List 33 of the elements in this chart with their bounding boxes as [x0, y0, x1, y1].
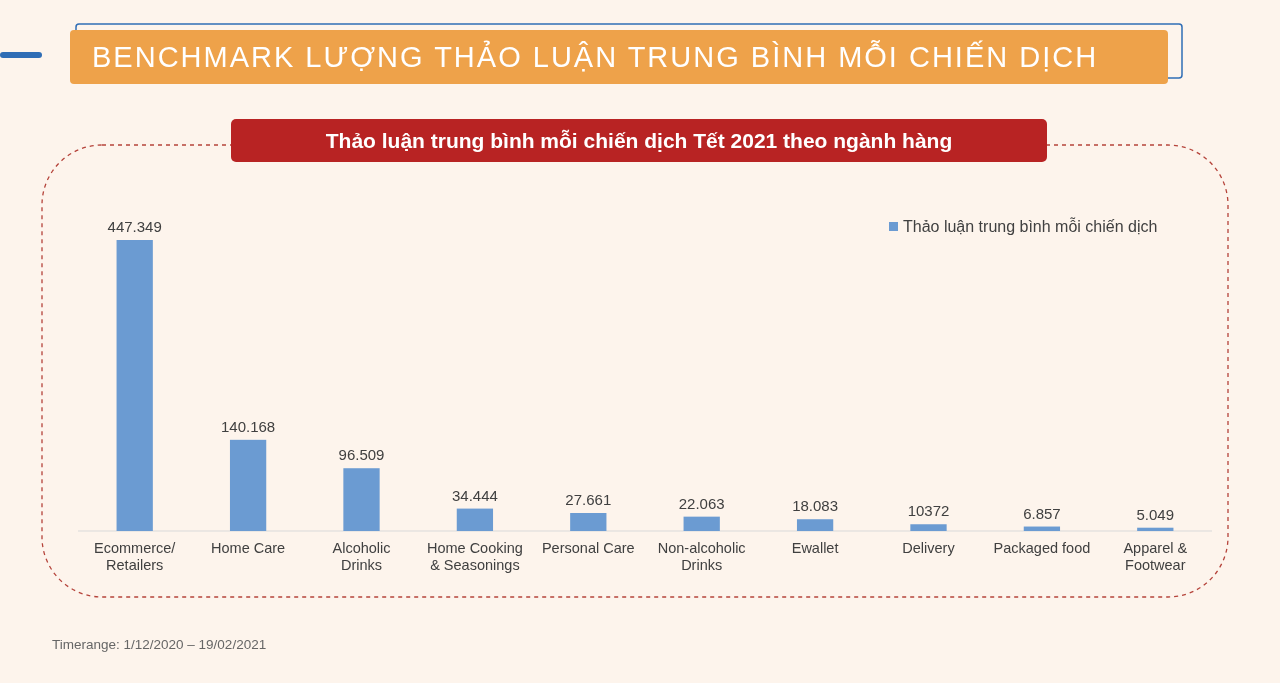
x-tick-label: Packaged food	[993, 540, 1091, 556]
bar	[1137, 527, 1174, 531]
bar	[796, 519, 834, 531]
data-label: 96.509	[338, 446, 385, 464]
x-tick-label: Non-alcoholic Drinks	[657, 540, 746, 573]
data-label: 5.049	[1136, 505, 1175, 523]
chart-title: BENCHMARK LƯỢNG THẢO LUẬN TRUNG BÌNH MỖI CHIẾN DỊCH	[92, 40, 1099, 73]
x-tick-label: Ecommerce/ Retailers	[94, 540, 177, 573]
bar	[683, 516, 720, 531]
x-tick-label: Ewallet	[791, 540, 839, 556]
bar	[456, 508, 494, 531]
bar	[229, 439, 267, 531]
x-tick-label: Home Cooking & Seasonings	[426, 540, 523, 573]
data-label: 18.083	[792, 497, 839, 515]
data-label: 34.444	[451, 486, 498, 504]
x-tick-label: Apparel & Footwear	[1123, 540, 1188, 573]
x-tick-label: Alcoholic Drinks	[332, 540, 391, 573]
data-label: 22.063	[678, 494, 725, 512]
data-label: 6.857	[1023, 504, 1061, 522]
chart-subtitle: Thảo luận trung bình mỗi chiến dịch Tết 2021 theo ngành hàng	[325, 129, 953, 152]
x-tick-label: Personal Care	[541, 540, 635, 556]
bar	[116, 240, 153, 531]
legend-label: Thảo luận trung bình mỗi chiến dịch	[903, 217, 1158, 235]
x-tick-label: Delivery	[902, 540, 956, 556]
data-label: 447.349	[107, 218, 162, 235]
text: Timerange: 1/12/2020 – 19/02/2021	[52, 637, 267, 652]
data-label: 10372	[907, 502, 950, 520]
bar	[910, 524, 947, 531]
data-label: 140.168	[220, 417, 276, 435]
x-tick-label: Home Care	[211, 540, 286, 556]
data-label: 27.661	[565, 491, 612, 509]
bar	[343, 468, 380, 531]
bar	[570, 513, 607, 531]
